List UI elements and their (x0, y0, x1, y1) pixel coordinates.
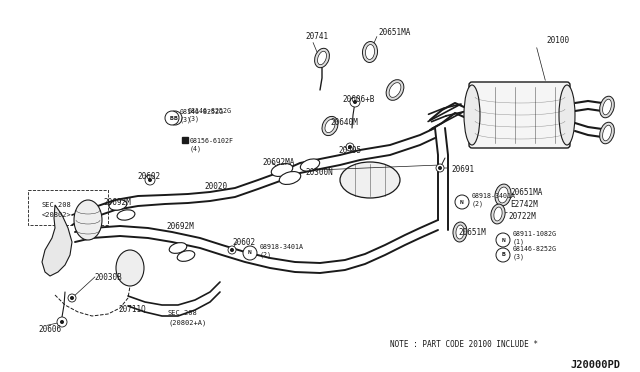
Ellipse shape (300, 159, 319, 171)
Text: 20020: 20020 (204, 182, 227, 191)
Text: 08156-6102F
(4): 08156-6102F (4) (190, 138, 234, 151)
Ellipse shape (340, 162, 400, 198)
Ellipse shape (117, 210, 135, 220)
Text: 08918-3401A
(2): 08918-3401A (2) (260, 244, 304, 258)
Text: 20100: 20100 (546, 36, 569, 45)
Text: N: N (460, 199, 464, 205)
Text: 20651MA: 20651MA (510, 188, 542, 197)
Ellipse shape (386, 80, 404, 100)
Polygon shape (42, 205, 72, 276)
Text: 20711Q: 20711Q (118, 305, 146, 314)
Text: B: B (170, 115, 174, 121)
Circle shape (496, 233, 510, 247)
Text: 08918-3401A
(2): 08918-3401A (2) (472, 193, 516, 207)
Ellipse shape (600, 122, 614, 144)
Ellipse shape (271, 164, 292, 176)
Ellipse shape (464, 85, 480, 145)
Text: 20651M: 20651M (458, 228, 486, 237)
Text: 20692MA: 20692MA (262, 158, 294, 167)
Circle shape (436, 164, 444, 172)
Text: 20692M: 20692M (166, 222, 194, 231)
Circle shape (496, 248, 510, 262)
Circle shape (350, 97, 360, 107)
Ellipse shape (389, 83, 401, 97)
Text: B: B (173, 115, 177, 121)
Ellipse shape (453, 222, 467, 242)
FancyBboxPatch shape (469, 82, 570, 148)
Circle shape (68, 294, 76, 302)
Circle shape (353, 100, 357, 104)
Text: 20030B: 20030B (94, 273, 122, 282)
Text: 20602: 20602 (137, 172, 160, 181)
Ellipse shape (456, 225, 464, 239)
Text: 20300N: 20300N (305, 168, 333, 177)
Text: (20802+A): (20802+A) (168, 320, 206, 327)
Text: 20691: 20691 (451, 165, 474, 174)
Text: NOTE : PART CODE 20100 INCLUDE *: NOTE : PART CODE 20100 INCLUDE * (390, 340, 538, 349)
Circle shape (230, 248, 234, 252)
Text: B: B (501, 253, 505, 257)
Text: 08911-1082G
(1): 08911-1082G (1) (513, 231, 557, 245)
Circle shape (60, 320, 64, 324)
Text: 20651MA: 20651MA (378, 28, 410, 37)
Ellipse shape (74, 200, 102, 240)
Ellipse shape (494, 207, 502, 221)
Ellipse shape (279, 171, 301, 185)
Ellipse shape (603, 125, 611, 141)
Ellipse shape (317, 51, 326, 65)
Text: <20802>: <20802> (42, 212, 72, 218)
Circle shape (70, 296, 74, 300)
Circle shape (145, 175, 155, 185)
Circle shape (148, 178, 152, 182)
Ellipse shape (362, 42, 378, 62)
Circle shape (455, 195, 469, 209)
Text: 08146-8252G
(3): 08146-8252G (3) (188, 108, 232, 122)
Ellipse shape (322, 116, 338, 136)
Circle shape (57, 317, 67, 327)
Ellipse shape (109, 200, 127, 210)
Circle shape (348, 145, 352, 149)
Circle shape (438, 166, 442, 170)
Text: N: N (501, 237, 505, 243)
Ellipse shape (169, 243, 187, 253)
Ellipse shape (365, 45, 374, 60)
Ellipse shape (315, 48, 330, 68)
Text: SEC.208: SEC.208 (168, 310, 198, 316)
Circle shape (228, 246, 236, 254)
Circle shape (168, 111, 182, 125)
Circle shape (243, 246, 257, 260)
Bar (28, 190, 108, 225)
Ellipse shape (495, 184, 511, 206)
Text: 08146-8252G
(3): 08146-8252G (3) (513, 246, 557, 260)
Text: 20602: 20602 (232, 238, 255, 247)
Text: 20692M: 20692M (103, 198, 131, 207)
Text: 20640M: 20640M (330, 118, 358, 127)
Text: 20741: 20741 (305, 32, 328, 41)
Text: N: N (248, 250, 252, 256)
Ellipse shape (491, 204, 505, 224)
Ellipse shape (325, 119, 335, 133)
Ellipse shape (603, 99, 611, 115)
Ellipse shape (498, 187, 508, 203)
Ellipse shape (600, 96, 614, 118)
Text: SEC.208: SEC.208 (42, 202, 72, 208)
Text: 08146-8252G
(3): 08146-8252G (3) (180, 109, 224, 123)
Ellipse shape (177, 251, 195, 262)
Ellipse shape (559, 85, 575, 145)
Circle shape (346, 143, 354, 151)
Text: 20606+B: 20606+B (342, 95, 374, 104)
Text: J20000PD: J20000PD (570, 360, 620, 370)
Text: 20722M: 20722M (508, 212, 536, 221)
Circle shape (165, 111, 179, 125)
Text: E2742M: E2742M (510, 200, 538, 209)
Text: 20606: 20606 (38, 325, 61, 334)
Ellipse shape (116, 250, 144, 286)
Text: 20595: 20595 (338, 146, 361, 155)
